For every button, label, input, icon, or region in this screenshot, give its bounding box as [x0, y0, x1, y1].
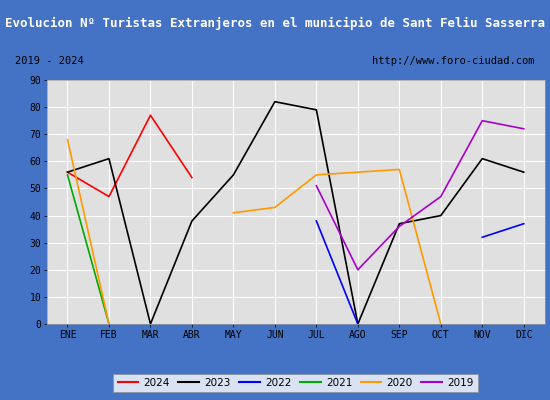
Text: 2019 - 2024: 2019 - 2024 — [15, 56, 84, 66]
Text: http://www.foro-ciudad.com: http://www.foro-ciudad.com — [372, 56, 535, 66]
Text: Evolucion Nº Turistas Extranjeros en el municipio de Sant Feliu Sasserra: Evolucion Nº Turistas Extranjeros en el … — [5, 16, 545, 30]
Legend: 2024, 2023, 2022, 2021, 2020, 2019: 2024, 2023, 2022, 2021, 2020, 2019 — [113, 374, 478, 392]
